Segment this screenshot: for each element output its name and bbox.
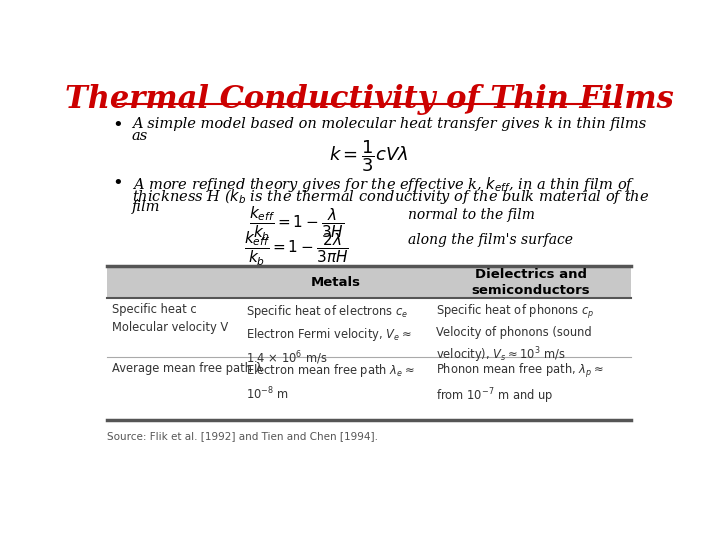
Text: A simple model based on molecular heat transfer gives k in thin films: A simple model based on molecular heat t… [132, 117, 646, 131]
Text: as: as [132, 129, 148, 143]
Text: Thermal Conductivity of Thin Films: Thermal Conductivity of Thin Films [65, 84, 673, 114]
Text: Average mean free path λ: Average mean free path λ [112, 361, 263, 375]
Text: Source: Flik et al. [1992] and Tien and Chen [1994].: Source: Flik et al. [1992] and Tien and … [107, 431, 378, 441]
Text: Electron mean free path $\lambda_e \approx$
10$^{-8}$ m: Electron mean free path $\lambda_e \appr… [246, 361, 415, 402]
Text: Specific heat c
Molecular velocity V: Specific heat c Molecular velocity V [112, 302, 228, 334]
Text: $\dfrac{k_{eff}}{k_b} = 1 - \dfrac{\lambda}{3H}$: $\dfrac{k_{eff}}{k_b} = 1 - \dfrac{\lamb… [249, 205, 344, 243]
Text: Dielectrics and
semiconductors: Dielectrics and semiconductors [472, 267, 590, 296]
Text: normal to the film: normal to the film [408, 208, 535, 222]
Text: •: • [112, 117, 123, 135]
Text: thickness H ($k_b$ is the thermal conductivity of the bulk material of the: thickness H ($k_b$ is the thermal conduc… [132, 187, 649, 206]
Text: Specific heat of electrons $c_e$
Electron Fermi velocity, $V_e \approx$
1.4 × 10: Specific heat of electrons $c_e$ Electro… [246, 302, 412, 367]
Text: •: • [112, 175, 123, 193]
Bar [107, 298, 631, 420]
Text: Metals: Metals [310, 275, 361, 288]
Text: along the film's surface: along the film's surface [408, 233, 573, 247]
Text: Specific heat of phonons $c_p$
Velocity of phonons (sound
velocity), $V_s \appro: Specific heat of phonons $c_p$ Velocity … [436, 302, 595, 365]
Text: $k = \dfrac{1}{3} c V \lambda$: $k = \dfrac{1}{3} c V \lambda$ [329, 139, 409, 174]
Bar [107, 266, 631, 298]
Text: A more refined theory gives for the effective k, $k_{eff}$, in a thin film of: A more refined theory gives for the effe… [132, 175, 635, 194]
Text: $\dfrac{k_{eff}}{k_b} = 1 - \dfrac{2\lambda}{3\pi H}$: $\dfrac{k_{eff}}{k_b} = 1 - \dfrac{2\lam… [244, 230, 349, 268]
Text: film: film [132, 200, 161, 214]
Text: Phonon mean free path, $\lambda_p \approx$
from 10$^{-7}$ m and up: Phonon mean free path, $\lambda_p \appro… [436, 361, 604, 406]
